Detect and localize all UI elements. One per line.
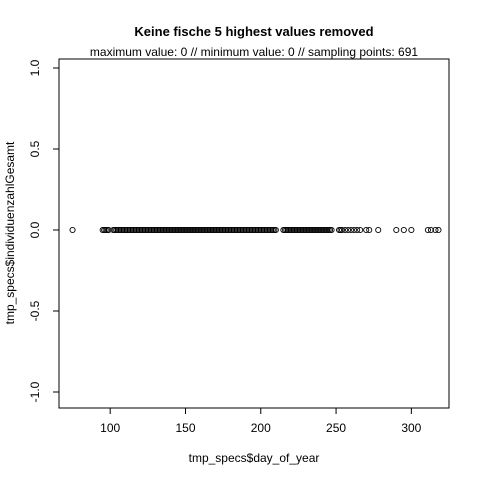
y-axis: -1.0 -0.5 0.0 0.5 1.0 bbox=[28, 59, 60, 402]
x-axis-label: tmp_specs$day_of_year bbox=[189, 451, 320, 465]
x-tick-label: 150 bbox=[175, 421, 195, 435]
data-point bbox=[424, 226, 431, 234]
plot-frame bbox=[58, 58, 450, 409]
x-tick-label: 300 bbox=[401, 421, 421, 435]
y-tick-label: 1.0 bbox=[28, 59, 42, 76]
x-axis: 100 150 200 250 300 bbox=[100, 407, 422, 435]
data-point bbox=[357, 226, 364, 234]
data-point bbox=[272, 226, 279, 234]
data-point bbox=[400, 226, 407, 234]
x-tick-label: 200 bbox=[251, 421, 271, 435]
data-point bbox=[69, 226, 76, 234]
data-points bbox=[69, 226, 442, 234]
y-tick-label: -0.5 bbox=[28, 300, 42, 321]
data-point bbox=[393, 226, 400, 234]
data-point bbox=[363, 226, 370, 234]
data-point bbox=[408, 226, 415, 234]
data-point bbox=[432, 226, 439, 234]
y-tick-label: -1.0 bbox=[28, 381, 42, 402]
data-point bbox=[345, 226, 352, 234]
y-tick-label: 0.5 bbox=[28, 140, 42, 157]
chart-subtitle: maximum value: 0 // minimum value: 0 // … bbox=[90, 45, 418, 59]
data-point bbox=[348, 226, 355, 234]
data-point bbox=[342, 226, 349, 234]
data-point bbox=[366, 226, 373, 234]
y-tick-label: 0.0 bbox=[28, 221, 42, 238]
x-tick-label: 250 bbox=[326, 421, 346, 435]
data-point bbox=[435, 226, 442, 234]
chart-title: Keine fische 5 highest values removed bbox=[134, 24, 373, 39]
data-point bbox=[375, 226, 382, 234]
data-point bbox=[105, 226, 112, 234]
x-tick-label: 100 bbox=[100, 421, 120, 435]
y-axis-label: tmp_specs$individuenzahlGesamt bbox=[3, 141, 17, 324]
data-point bbox=[339, 226, 346, 234]
data-point bbox=[427, 226, 434, 234]
data-point bbox=[354, 226, 361, 234]
data-point bbox=[328, 226, 335, 234]
data-point bbox=[351, 226, 358, 234]
